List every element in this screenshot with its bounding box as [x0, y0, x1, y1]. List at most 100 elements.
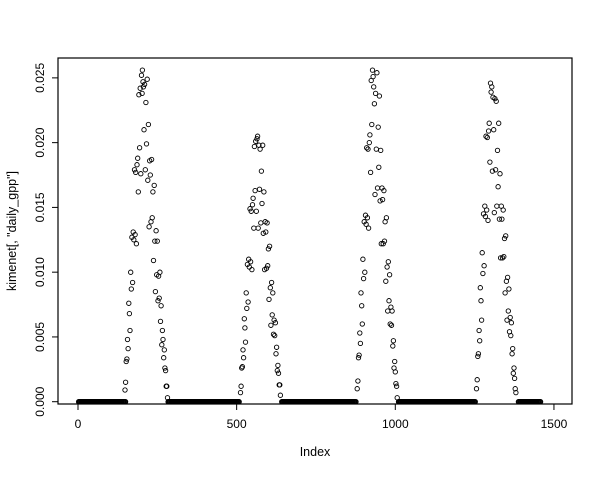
data-point [157, 269, 163, 275]
data-point [133, 169, 139, 176]
data-point [500, 207, 506, 213]
data-point [357, 330, 363, 336]
data-point [390, 338, 397, 344]
data-point [504, 317, 510, 323]
data-point [144, 76, 150, 82]
data-point [503, 233, 509, 239]
data-point-zero [122, 399, 129, 405]
data-point [509, 351, 515, 357]
data-point [392, 358, 398, 365]
data-point [508, 320, 515, 326]
data-point [360, 275, 367, 282]
data-point [152, 238, 158, 244]
x-tick-label: 0 [75, 417, 82, 431]
data-point [243, 290, 249, 296]
data-point [142, 167, 148, 173]
data-point [153, 228, 159, 234]
data-point [140, 84, 147, 90]
data-point [263, 229, 269, 235]
data-point [255, 225, 261, 231]
data-point [380, 241, 386, 247]
data-point [138, 171, 144, 177]
data-point [383, 278, 389, 284]
data-point [135, 155, 141, 161]
data-point [128, 269, 134, 275]
data-point [162, 365, 168, 371]
data-point [491, 127, 497, 133]
data-point [161, 347, 167, 353]
data-point [266, 243, 273, 249]
data-point [242, 339, 249, 345]
data-point [379, 196, 386, 203]
data-point [146, 224, 152, 230]
data-point [149, 215, 155, 221]
data-point [257, 146, 263, 152]
data-point [258, 168, 265, 174]
data-point [131, 167, 138, 173]
data-point [249, 202, 256, 208]
data-point [122, 387, 128, 393]
data-point [137, 85, 143, 91]
data-point [378, 147, 384, 154]
data-point [123, 358, 129, 365]
data-point [374, 185, 381, 191]
data-point [250, 195, 256, 201]
data-point [136, 145, 143, 151]
data-point [136, 92, 142, 98]
data-point [376, 164, 382, 170]
data-point [148, 156, 155, 163]
data-point [496, 216, 503, 222]
data-point [272, 320, 279, 326]
data-point [135, 189, 141, 195]
data-point [152, 288, 159, 295]
data-point [258, 220, 264, 226]
data-point [128, 286, 134, 292]
data-point [356, 352, 362, 358]
data-point [271, 317, 277, 323]
data-point [355, 355, 362, 361]
data-point [268, 279, 275, 286]
data-point [365, 146, 371, 152]
data-point [244, 305, 250, 312]
data-point [261, 189, 267, 195]
data-point [141, 127, 147, 133]
data-point [129, 279, 136, 286]
data-point [502, 290, 508, 296]
data-point [504, 274, 511, 281]
data-point [371, 84, 377, 90]
data-point [161, 355, 167, 361]
data-point [254, 136, 260, 142]
x-tick-label: 500 [227, 417, 247, 431]
data-point [126, 300, 132, 306]
data-point [242, 325, 248, 331]
data-point [275, 362, 281, 369]
data-point [126, 310, 133, 317]
data-point [359, 303, 365, 309]
data-point [247, 206, 253, 212]
data-point [372, 90, 379, 97]
data-point [473, 386, 480, 392]
y-tick-label: 0.020 [33, 127, 47, 157]
data-point [158, 303, 164, 309]
y-tick-label: 0.005 [33, 322, 47, 352]
zero-value-points [75, 399, 544, 405]
data-point [127, 327, 133, 334]
data-point [364, 145, 370, 151]
data-point [370, 73, 376, 80]
data-point [272, 332, 278, 339]
data-point [253, 138, 259, 144]
data-point [252, 187, 258, 194]
data-point [154, 238, 160, 244]
data-point [155, 298, 161, 304]
data-point [270, 290, 276, 296]
data-point [475, 353, 481, 360]
data-point [164, 383, 170, 389]
data-point [254, 133, 261, 139]
data-point [164, 395, 171, 401]
data-point [132, 231, 138, 238]
data-point [134, 162, 140, 168]
data-point [145, 121, 152, 128]
data-point [477, 285, 483, 291]
data-point [376, 93, 383, 99]
data-point [494, 147, 501, 154]
